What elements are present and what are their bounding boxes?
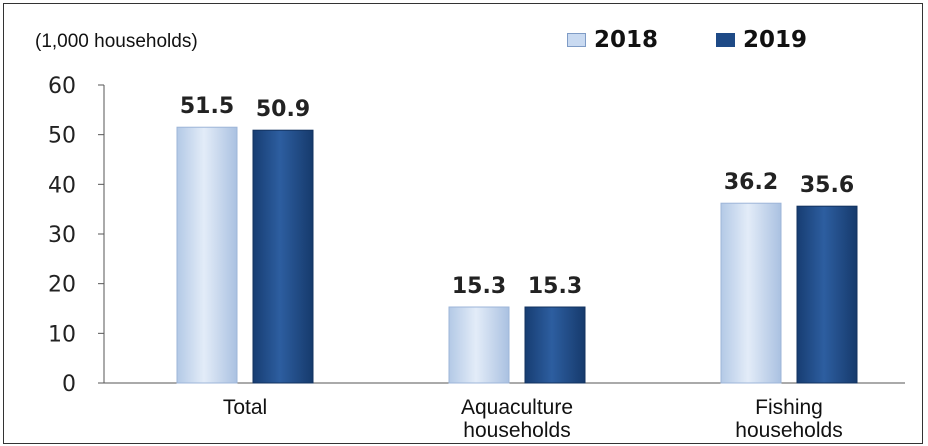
x-category-label: Total (223, 396, 267, 419)
data-label-2019: 50.9 (256, 97, 310, 122)
x-category-label: Aquaculture (461, 396, 573, 419)
bars (176, 126, 858, 384)
axes: 0 10 20 30 40 50 60 (48, 74, 905, 397)
bar-2019 (252, 129, 314, 384)
y-tick-label: 0 (62, 372, 76, 397)
legend-swatch-2019 (716, 33, 736, 47)
y-tick-label: 20 (48, 273, 76, 298)
legend-item-2019: 2019 (716, 27, 807, 53)
data-label-2019: 15.3 (528, 274, 582, 299)
legend-swatch-2018 (567, 33, 586, 47)
bar-2018 (720, 202, 782, 384)
y-tick-label: 60 (48, 74, 76, 99)
x-category-label: households (735, 419, 842, 442)
data-label-2018: 36.2 (724, 170, 778, 195)
legend-item-2018: 2018 (567, 27, 658, 53)
data-label-2018: 15.3 (452, 274, 506, 299)
y-unit-label: (1,000 households) (35, 31, 198, 52)
y-tick-label: 40 (48, 173, 76, 198)
bar-2018 (448, 306, 510, 384)
x-category-label: households (463, 419, 570, 442)
legend: 2018 2019 (567, 27, 807, 53)
y-tick-label: 50 (48, 124, 76, 149)
x-category-label: Fishing (755, 396, 823, 419)
bar-2019 (796, 205, 858, 384)
data-label-2019: 35.6 (800, 173, 854, 198)
y-tick-label: 30 (48, 223, 76, 248)
bar-2018 (176, 126, 238, 384)
bar-2019 (524, 306, 586, 384)
legend-label-2019: 2019 (743, 27, 808, 53)
chart-frame (3, 3, 923, 444)
legend-label-2018: 2018 (594, 27, 659, 53)
data-label-2018: 51.5 (180, 94, 234, 119)
y-tick-label: 10 (48, 322, 76, 347)
